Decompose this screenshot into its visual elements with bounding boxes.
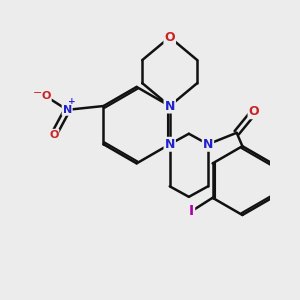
- Text: +: +: [68, 97, 76, 106]
- Text: N: N: [164, 138, 175, 151]
- Text: O: O: [248, 105, 259, 118]
- Text: O: O: [49, 130, 58, 140]
- Text: N: N: [203, 138, 213, 151]
- Text: O: O: [41, 92, 51, 101]
- Text: O: O: [164, 31, 175, 44]
- Text: −: −: [33, 88, 42, 98]
- Text: N: N: [62, 105, 72, 115]
- Text: I: I: [189, 204, 194, 218]
- Text: N: N: [164, 100, 175, 112]
